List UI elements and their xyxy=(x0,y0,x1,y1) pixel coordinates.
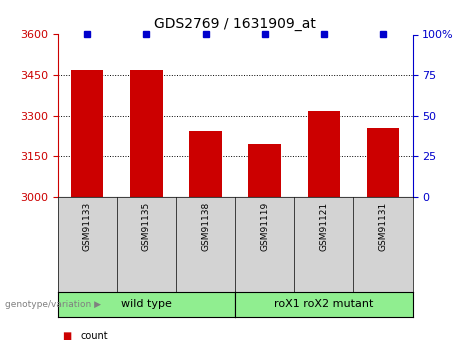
Text: roX1 roX2 mutant: roX1 roX2 mutant xyxy=(274,299,373,309)
Bar xyxy=(248,144,281,197)
Text: ■: ■ xyxy=(62,332,71,341)
Text: GSM91138: GSM91138 xyxy=(201,201,210,251)
Bar xyxy=(130,70,163,197)
Bar xyxy=(71,70,103,197)
Text: count: count xyxy=(81,332,108,341)
Text: GSM91133: GSM91133 xyxy=(83,201,92,251)
Text: wild type: wild type xyxy=(121,299,172,309)
Bar xyxy=(189,131,222,197)
Bar xyxy=(307,111,340,197)
Text: genotype/variation ▶: genotype/variation ▶ xyxy=(5,300,100,309)
Bar xyxy=(367,128,399,197)
Text: GSM91135: GSM91135 xyxy=(142,201,151,251)
Title: GDS2769 / 1631909_at: GDS2769 / 1631909_at xyxy=(154,17,316,31)
Text: GSM91119: GSM91119 xyxy=(260,201,269,251)
Text: GSM91121: GSM91121 xyxy=(319,201,328,250)
Text: GSM91131: GSM91131 xyxy=(378,201,388,251)
